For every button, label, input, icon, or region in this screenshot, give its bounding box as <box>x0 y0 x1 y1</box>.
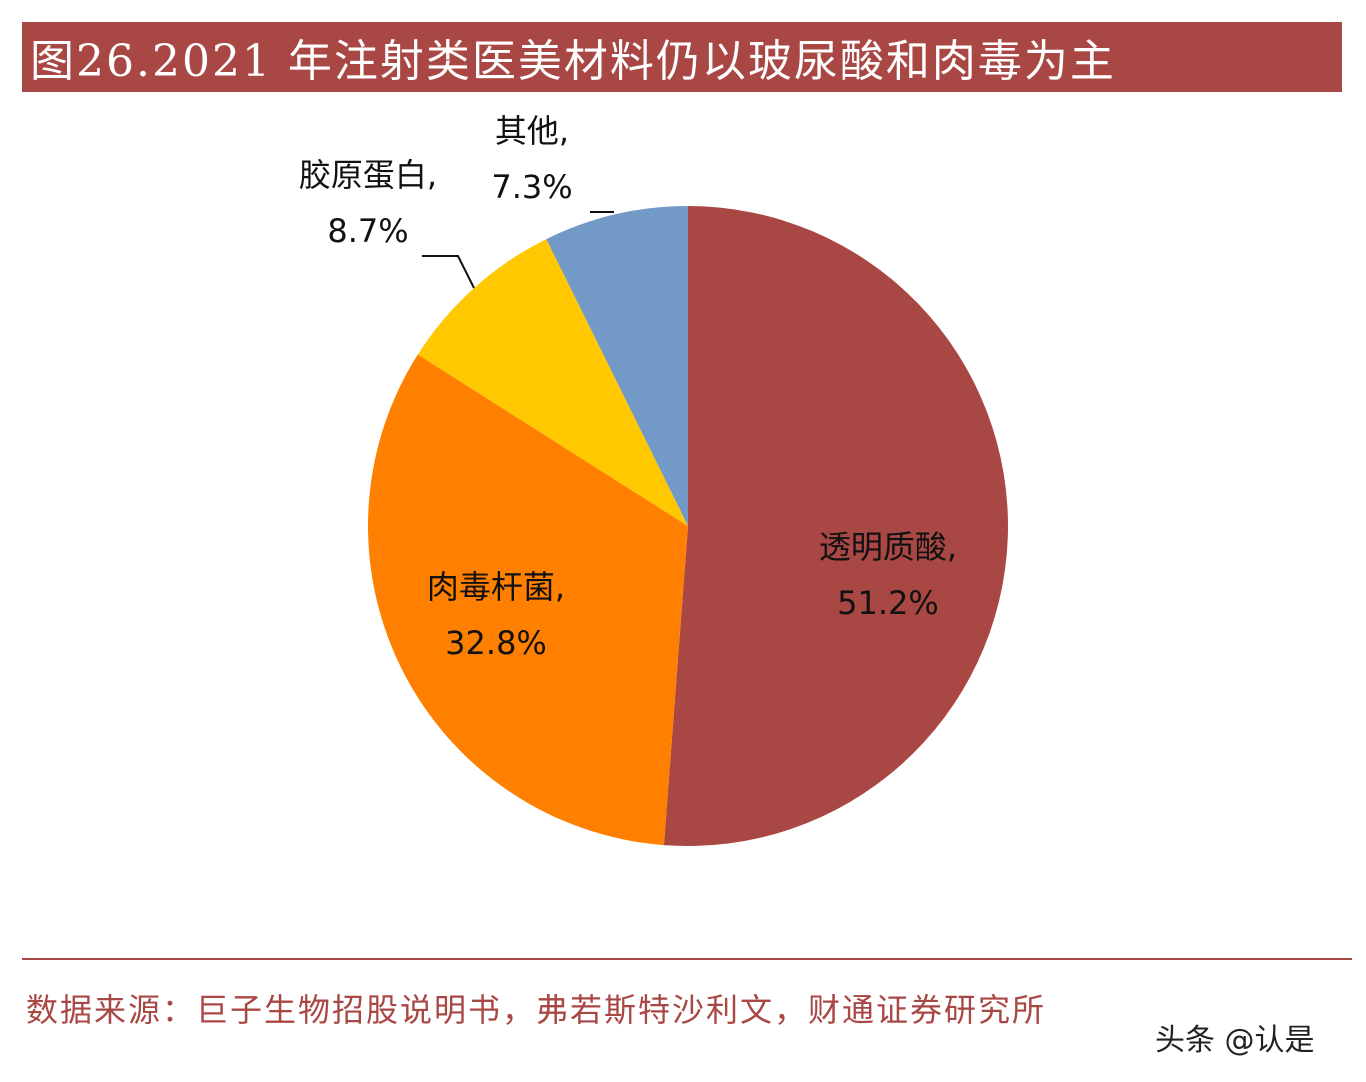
pie-slice-3 <box>546 206 688 526</box>
pie-slice-0 <box>663 206 1008 846</box>
pie-slices <box>367 206 1008 846</box>
data-source-note: 数据来源：巨子生物招股说明书，弗若斯特沙利文，财通证券研究所 <box>26 991 1047 1029</box>
pie-chart: 透明质酸, 51.2% 肉毒杆菌, 32.8% 胶原蛋白, 8.7% 其他, 7.3% <box>299 112 1008 846</box>
pie-slice-1 <box>367 354 688 846</box>
title-bar: 图26.2021 年注射类医美材料仍以玻尿酸和肉毒为主 <box>22 22 1342 92</box>
leader-line-2 <box>422 255 475 289</box>
pie-slice-2 <box>417 239 688 526</box>
chart-title: 图26.2021 年注射类医美材料仍以玻尿酸和肉毒为主 <box>30 36 1116 87</box>
slice-labels: 透明质酸, 51.2% 肉毒杆菌, 32.8% 胶原蛋白, 8.7% 其他, 7.3% <box>299 112 957 662</box>
slice-label-0: 透明质酸, 51.2% <box>819 528 957 622</box>
leader-lines <box>422 211 614 289</box>
slice-label-2: 胶原蛋白, 8.7% <box>299 156 437 250</box>
footer-divider <box>22 958 1352 960</box>
watermark: 头条 @认是 <box>1155 1023 1315 1058</box>
slice-label-1: 肉毒杆菌, 32.8% <box>427 568 565 662</box>
slice-label-3: 其他, 7.3% <box>491 112 572 206</box>
